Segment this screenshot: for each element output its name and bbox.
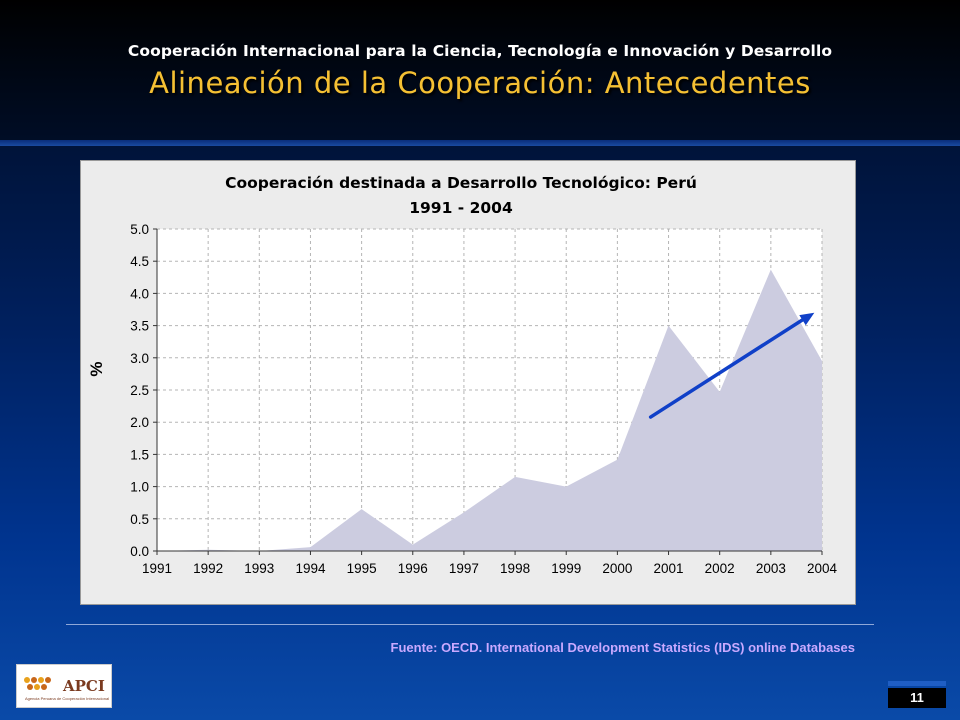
- logo-subtext: Agencia Peruana de Cooperación Internaci…: [25, 696, 110, 701]
- x-tick-label: 2004: [807, 561, 838, 576]
- x-tick-label: 2003: [756, 561, 786, 576]
- trend-arrow-head: [799, 312, 815, 326]
- x-tick-label: 2002: [705, 561, 735, 576]
- y-tick-label: 1.5: [130, 447, 149, 462]
- header-band: [0, 0, 960, 140]
- y-tick-label: 3.5: [130, 319, 149, 334]
- series-area: [157, 269, 822, 551]
- header-divider: [0, 140, 960, 146]
- chart-subtitle: 1991 - 2004: [409, 199, 513, 217]
- y-tick-label: 3.0: [130, 351, 149, 366]
- y-axis-label: %: [87, 361, 106, 376]
- slide-title: Alineación de la Cooperación: Antecedent…: [149, 66, 811, 100]
- x-tick-label: 1996: [398, 561, 428, 576]
- chart-title: Cooperación destinada a Desarrollo Tecno…: [225, 174, 697, 192]
- y-tick-label: 2.0: [130, 415, 149, 430]
- x-tick-label: 1992: [193, 561, 223, 576]
- x-tick-label: 1997: [449, 561, 479, 576]
- x-tick-label: 1994: [295, 561, 326, 576]
- source-divider: [66, 624, 874, 625]
- y-tick-label: 4.0: [130, 286, 149, 301]
- y-tick-label: 0.0: [130, 544, 149, 559]
- y-tick-label: 4.5: [130, 254, 149, 269]
- source-citation: Fuente: OECD. International Development …: [390, 640, 855, 655]
- y-tick-label: 1.0: [130, 480, 149, 495]
- slide-supertitle: Cooperación Internacional para la Cienci…: [127, 42, 833, 60]
- x-tick-label: 2001: [654, 561, 684, 576]
- page-number-accent: [888, 681, 946, 686]
- y-tick-label: 0.5: [130, 512, 149, 527]
- chart-panel: Cooperación destinada a Desarrollo Tecno…: [80, 160, 856, 605]
- x-tick-label: 1991: [142, 561, 172, 576]
- plot-area: 0.0 0.5 1.0 1.5 2.0 2.5 3.0 3.5 4.0 4.5 5.0 1991 199…: [130, 222, 837, 576]
- apci-emblem-icon: [24, 677, 51, 690]
- x-tick-label: 1993: [244, 561, 274, 576]
- x-tick-label: 1995: [347, 561, 377, 576]
- x-tick-label: 1999: [551, 561, 581, 576]
- trend-arrow-line: [648, 314, 811, 419]
- logo-text: APCI: [63, 677, 105, 695]
- y-tick-label: 5.0: [130, 222, 149, 237]
- page-number: 11: [888, 688, 946, 708]
- x-tick-label: 2000: [602, 561, 632, 576]
- x-tick-label: 1998: [500, 561, 530, 576]
- y-tick-label: 2.5: [130, 383, 149, 398]
- area-chart: Cooperación destinada a Desarrollo Tecno…: [87, 174, 838, 576]
- apci-logo: APCI Agencia Peruana de Cooperación Inte…: [16, 664, 112, 708]
